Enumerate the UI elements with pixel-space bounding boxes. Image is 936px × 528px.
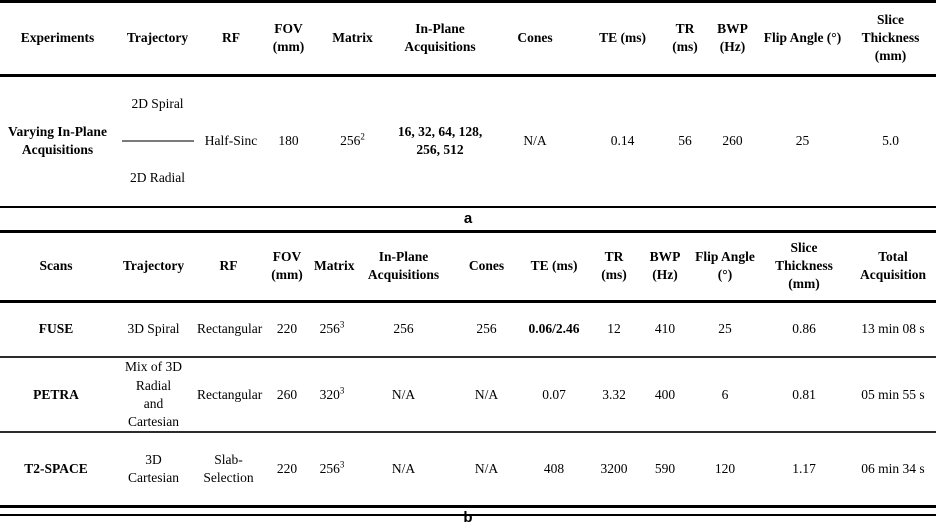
- col-header-trajectory: Trajectory: [126, 30, 189, 46]
- cell-flip-angle: 25: [718, 321, 732, 337]
- cell-in-plane-acquisitions: N/A: [391, 460, 416, 476]
- cell-matrix: 2562: [315, 75, 390, 207]
- table-row-fuse: FUSE 3D Spiral Rectangular 220 2563 256 …: [0, 301, 936, 358]
- cell-cones: N/A: [474, 386, 499, 402]
- col-header-rf: RF: [222, 30, 240, 46]
- cell-tr: 3.32: [602, 386, 626, 402]
- cell-rf: Rectangular: [197, 386, 263, 402]
- cell-scan-name: T2-SPACE: [24, 460, 88, 476]
- col-header-bwp-b: BWP (Hz): [649, 249, 681, 283]
- col-header-slice-thickness-b: Slice Thickness (mm): [775, 239, 833, 292]
- trajectory-option-radial: 2D Radial: [129, 170, 186, 186]
- table-scan-parameters: Scans Trajectory RF FOV (mm) Matrix In-P…: [0, 229, 936, 508]
- col-header-rf-b: RF: [219, 258, 238, 274]
- cell-flip-angle: 6: [721, 386, 729, 402]
- cell-matrix: 3203: [312, 357, 352, 432]
- cell-cones: N/A: [523, 133, 547, 149]
- cell-tr: 56: [678, 133, 692, 149]
- cell-scan-name: PETRA: [33, 386, 79, 402]
- cell-in-plane-acquisitions: 16, 32, 64, 128, 256, 512: [397, 123, 483, 158]
- col-header-flip-angle: Flip Angle (°): [763, 30, 842, 46]
- table-experiment-parameters: Experiments Trajectory RF FOV (mm) Matri…: [0, 3, 936, 208]
- cell-te: 0.06/2.46: [528, 321, 580, 337]
- matrix-exponent: 2: [360, 131, 365, 142]
- col-header-experiments: Experiments: [20, 30, 95, 46]
- table-b-header-row: Scans Trajectory RF FOV (mm) Matrix In-P…: [0, 231, 936, 302]
- cell-experiment-name: Varying In-Plane Acquisitions: [8, 123, 107, 158]
- col-header-fov-b: FOV (mm): [271, 249, 303, 283]
- matrix-exponent: 3: [339, 319, 345, 330]
- col-header-total-acquisition: Total Acquisition: [859, 249, 927, 283]
- cell-total-acquisition: 06 min 34 s: [861, 460, 925, 476]
- matrix-exponent: 3: [339, 385, 345, 396]
- table-row-petra: PETRA Mix of 3D Radial and Cartesian Rec…: [0, 357, 936, 433]
- panel-label-b: b: [463, 508, 473, 526]
- trajectory-divider-line: [121, 140, 194, 143]
- cell-trajectory: 3D Cartesian: [128, 451, 179, 485]
- cell-in-plane-acquisitions: 256: [393, 321, 414, 337]
- col-header-cones: Cones: [517, 30, 553, 46]
- col-header-in-plane-b: In-Plane Acquisitions: [367, 249, 440, 283]
- cell-tr: 3200: [600, 460, 628, 476]
- matrix-base: 320: [319, 386, 340, 402]
- cell-fov: 220: [276, 321, 298, 337]
- cell-fov: 220: [276, 460, 298, 476]
- cell-fov: 260: [276, 386, 298, 402]
- col-header-cones-b: Cones: [468, 258, 505, 274]
- cell-bwp: 410: [654, 321, 676, 337]
- cell-cones: N/A: [474, 460, 499, 476]
- col-header-bwp: BWP (Hz): [717, 21, 748, 55]
- col-header-tr-b: TR (ms): [601, 249, 627, 283]
- col-header-fov: FOV (mm): [272, 21, 305, 55]
- matrix-base: 256: [340, 133, 361, 149]
- cell-cones: 256: [476, 321, 497, 337]
- cell-bwp: 260: [722, 133, 743, 149]
- cell-slice-thickness: 5.0: [882, 133, 899, 149]
- cell-slice-thickness: 0.81: [792, 386, 816, 402]
- cell-total-acquisition: 05 min 55 s: [861, 386, 925, 402]
- cell-trajectory: Mix of 3D Radial and Cartesian: [125, 359, 182, 429]
- panel-label-a: a: [463, 209, 473, 227]
- cell-bwp: 400: [654, 386, 676, 402]
- cell-total-acquisition: 13 min 08 s: [861, 321, 925, 337]
- cell-scan-name: FUSE: [38, 321, 74, 337]
- col-header-scans: Scans: [39, 258, 73, 274]
- col-header-tr: TR (ms): [672, 21, 698, 55]
- cell-bwp: 590: [654, 460, 676, 476]
- table-a-data-row: Varying In-Plane Acquisitions 2D Spiral …: [0, 75, 936, 207]
- col-header-te-b: TE (ms): [530, 258, 578, 274]
- cell-rf: Rectangular: [197, 321, 263, 337]
- table-row-t2-space: T2-SPACE 3D Cartesian Slab- Selection 22…: [0, 432, 936, 507]
- cell-flip-angle: 25: [795, 133, 810, 149]
- cell-matrix: 2563: [312, 301, 352, 357]
- trajectory-option-spiral: 2D Spiral: [131, 95, 184, 111]
- cell-rf: Half-Sinc: [204, 133, 258, 149]
- cell-trajectory: 3D Spiral: [127, 321, 180, 337]
- col-header-in-plane: In-Plane Acquisitions: [404, 21, 476, 55]
- col-header-matrix-b: Matrix: [314, 258, 355, 274]
- cell-matrix: 2563: [312, 432, 352, 506]
- col-header-matrix: Matrix: [332, 30, 373, 46]
- cell-slice-thickness: 0.86: [792, 321, 816, 337]
- cell-in-plane-acquisitions: N/A: [391, 386, 416, 402]
- col-header-trajectory-b: Trajectory: [122, 258, 185, 274]
- cell-rf: Slab- Selection: [203, 451, 254, 485]
- cell-fov: 180: [278, 133, 299, 149]
- cell-te: 408: [543, 460, 565, 476]
- matrix-base: 256: [319, 460, 340, 476]
- cell-flip-angle: 120: [714, 460, 736, 476]
- cell-te: 0.07: [542, 386, 566, 402]
- cell-tr: 12: [607, 321, 621, 337]
- col-header-flip-angle-b: Flip Angle (°): [695, 249, 755, 283]
- cell-trajectory-options: 2D Spiral 2D Radial: [115, 75, 200, 207]
- col-header-slice-thickness: Slice Thickness (mm): [861, 11, 920, 64]
- cell-te: 0.14: [610, 133, 635, 149]
- matrix-base: 256: [319, 321, 340, 337]
- table-a-header-row: Experiments Trajectory RF FOV (mm) Matri…: [0, 3, 936, 75]
- col-header-te: TE (ms): [599, 30, 646, 46]
- matrix-exponent: 3: [339, 459, 345, 470]
- cell-slice-thickness: 1.17: [792, 460, 816, 476]
